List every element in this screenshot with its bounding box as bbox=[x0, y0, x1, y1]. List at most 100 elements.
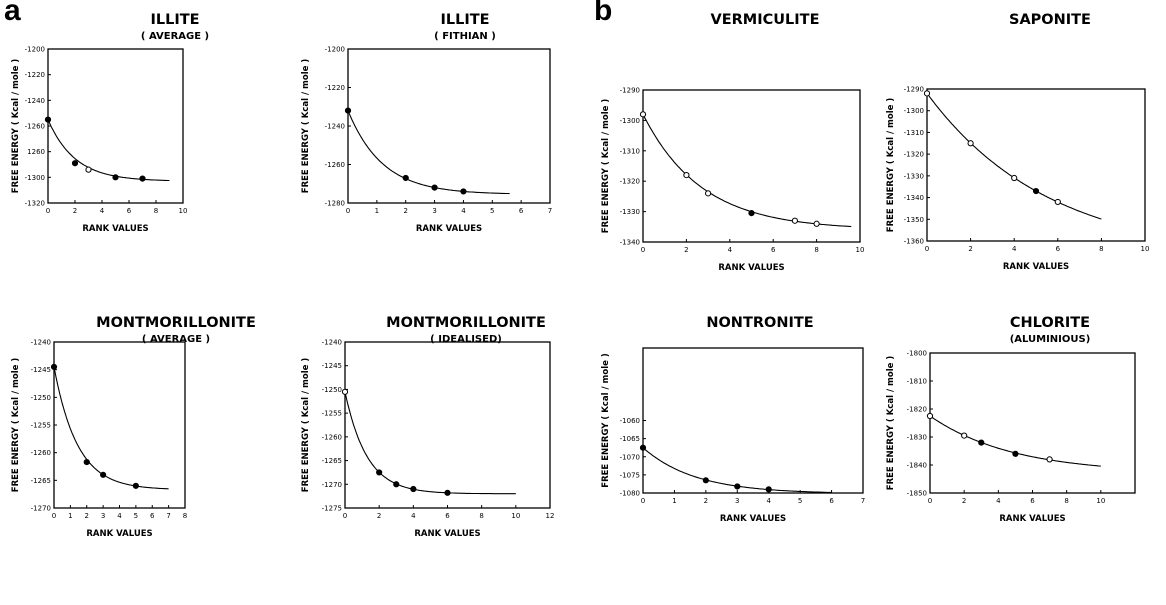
x-tick-label: 4 bbox=[728, 246, 733, 254]
x-tick-label: 10 bbox=[1096, 497, 1105, 505]
chart-svg: MONTMORILLONITE ( AVERAGE ) 0 1 2 3 4 5 6 7 8 -1240… bbox=[11, 315, 256, 539]
data-point bbox=[444, 489, 451, 496]
y-tick-label: -1320 bbox=[25, 200, 45, 208]
y-tick-label: -1800 bbox=[907, 350, 927, 358]
y-tick-label: -1200 bbox=[25, 46, 45, 54]
y-tick-label: -1300 bbox=[904, 107, 924, 115]
x-tick-label: 0 bbox=[928, 497, 932, 505]
y-tick-label: -1080 bbox=[620, 490, 640, 498]
data-point bbox=[702, 477, 709, 484]
y-tick-label: -1240 bbox=[322, 339, 342, 347]
data-point bbox=[1046, 456, 1053, 463]
fit-curve bbox=[642, 114, 852, 228]
x-axis-label: RANK VALUES bbox=[414, 529, 480, 539]
x-axis-label: RANK VALUES bbox=[718, 263, 784, 273]
panel-letter-b: b bbox=[594, 0, 613, 27]
x-tick-label: 8 bbox=[479, 512, 483, 520]
y-tick-label: -1270 bbox=[322, 481, 342, 489]
y-tick-label: -1340 bbox=[904, 194, 924, 202]
chart-saponite: SAPONITE 0 2 4 6 8 10 -1290 -1300 -1310 -1320 -1330… bbox=[875, 0, 1166, 300]
y-axis-label: FREE ENERGY ( Kcal / mole ) bbox=[601, 353, 611, 488]
y-tick-label: -1240 bbox=[325, 123, 345, 131]
data-point bbox=[639, 444, 647, 451]
x-tick-label: 3 bbox=[432, 207, 436, 215]
data-point bbox=[50, 363, 58, 371]
plot-frame bbox=[347, 48, 551, 204]
chart-chlorite-aluminious: CHLORITE (ALUMINIOUS) 0 2 4 6 8 10 -1800 -1810 -18… bbox=[875, 303, 1166, 605]
chart-subtitle: ( AVERAGE ) bbox=[142, 334, 210, 345]
data-point bbox=[460, 188, 467, 195]
data-point bbox=[705, 190, 712, 197]
x-tick-label: 1 bbox=[375, 207, 379, 215]
y-tick-label: -1275 bbox=[322, 505, 342, 513]
x-tick-label: 10 bbox=[1141, 245, 1150, 253]
chart-subtitle: ( AVERAGE ) bbox=[141, 31, 209, 42]
chart-title: SAPONITE bbox=[1009, 12, 1091, 28]
x-axis-label: RANK VALUES bbox=[1003, 262, 1069, 272]
x-tick-label: 7 bbox=[861, 497, 865, 505]
y-tick-label: -1245 bbox=[322, 362, 342, 370]
y-tick-label: -1075 bbox=[620, 471, 640, 479]
data-point bbox=[71, 160, 79, 167]
y-tick-label: -1220 bbox=[25, 71, 45, 79]
x-tick-label: 6 bbox=[1030, 497, 1035, 505]
x-tick-label: 4 bbox=[411, 512, 416, 520]
data-point bbox=[112, 174, 119, 181]
data-point bbox=[978, 439, 985, 446]
x-tick-label: 4 bbox=[117, 512, 122, 520]
x-axis-label: RANK VALUES bbox=[416, 224, 482, 234]
x-axis-label: RANK VALUES bbox=[720, 514, 786, 524]
x-tick-label: 10 bbox=[179, 207, 188, 215]
x-tick-label: 4 bbox=[1012, 245, 1017, 253]
y-tick-label: -1320 bbox=[620, 178, 640, 186]
data-point bbox=[376, 469, 383, 476]
chart-montmorillonite-idealised: MONTMORILLONITE ( IDEALISED) 0 2 4 6 8 10 12 -124… bbox=[290, 303, 590, 605]
x-tick-label: 8 bbox=[1064, 497, 1068, 505]
y-tick-label: -1280 bbox=[325, 200, 345, 208]
chart-vermiculite: VERMICULITE 0 2 4 6 8 10 -1290 -1300 -1310 -1320 -1… bbox=[590, 0, 875, 300]
data-point bbox=[410, 485, 417, 493]
fit-curve bbox=[47, 119, 170, 182]
x-tick-label: 6 bbox=[1056, 245, 1061, 253]
y-axis-label: FREE ENERGY ( Kcal / mole ) bbox=[11, 358, 21, 493]
panel-letter-a: a bbox=[4, 0, 21, 27]
y-tick-label: -1830 bbox=[907, 434, 927, 442]
data-point bbox=[1032, 187, 1040, 195]
x-tick-label: 2 bbox=[704, 497, 708, 505]
data-point bbox=[85, 166, 92, 173]
chart-subtitle: (ALUMINIOUS) bbox=[1010, 334, 1091, 345]
x-tick-label: 2 bbox=[377, 512, 381, 520]
y-tick-label: -1260 bbox=[31, 449, 51, 457]
data-point bbox=[83, 458, 90, 466]
x-tick-label: 12 bbox=[546, 512, 555, 520]
plot-frame bbox=[926, 88, 1146, 242]
y-tick-label: 1260 bbox=[27, 148, 45, 156]
y-tick-label: -1290 bbox=[620, 87, 640, 95]
fit-curve bbox=[347, 110, 510, 195]
x-tick-label: 2 bbox=[684, 246, 688, 254]
chart-title: NONTRONITE bbox=[706, 315, 813, 331]
y-tick-label: -1240 bbox=[25, 97, 45, 105]
fit-curve bbox=[929, 415, 1101, 467]
y-tick-label: -1300 bbox=[620, 117, 640, 125]
data-point bbox=[748, 210, 755, 217]
chart-svg: ILLITE ( AVERAGE ) 0 2 4 6 8 10 -1200 -1220 -1240 -… bbox=[11, 12, 209, 234]
x-tick-label: 5 bbox=[798, 497, 802, 505]
x-tick-label: 2 bbox=[962, 497, 966, 505]
x-tick-label: 2 bbox=[73, 207, 77, 215]
chart-svg: VERMICULITE 0 2 4 6 8 10 -1290 -1300 -1310 -1320 -1… bbox=[601, 12, 864, 273]
chart-nontronite: NONTRONITE 0 1 2 3 4 5 6 7 -1060 -1065 -1070 -1075 -1… bbox=[590, 303, 875, 605]
x-tick-label: 0 bbox=[343, 512, 347, 520]
y-tick-label: -1265 bbox=[322, 457, 342, 465]
y-tick-label: -1060 bbox=[620, 417, 640, 425]
fit-curve bbox=[344, 391, 516, 495]
data-point bbox=[791, 217, 798, 224]
chart-title: MONTMORILLONITE bbox=[96, 315, 256, 331]
plot-frame bbox=[53, 341, 186, 509]
fit-curve bbox=[926, 92, 1102, 220]
x-tick-label: 4 bbox=[996, 497, 1001, 505]
chart-montmorillonite-average: MONTMORILLONITE ( AVERAGE ) 0 1 2 3 4 5 6 7 8 -1240… bbox=[0, 303, 290, 605]
chart-title: ILLITE bbox=[150, 12, 199, 28]
data-point bbox=[1011, 174, 1018, 182]
chart-svg: NONTRONITE 0 1 2 3 4 5 6 7 -1060 -1065 -1070 -1075 -1… bbox=[601, 315, 865, 524]
